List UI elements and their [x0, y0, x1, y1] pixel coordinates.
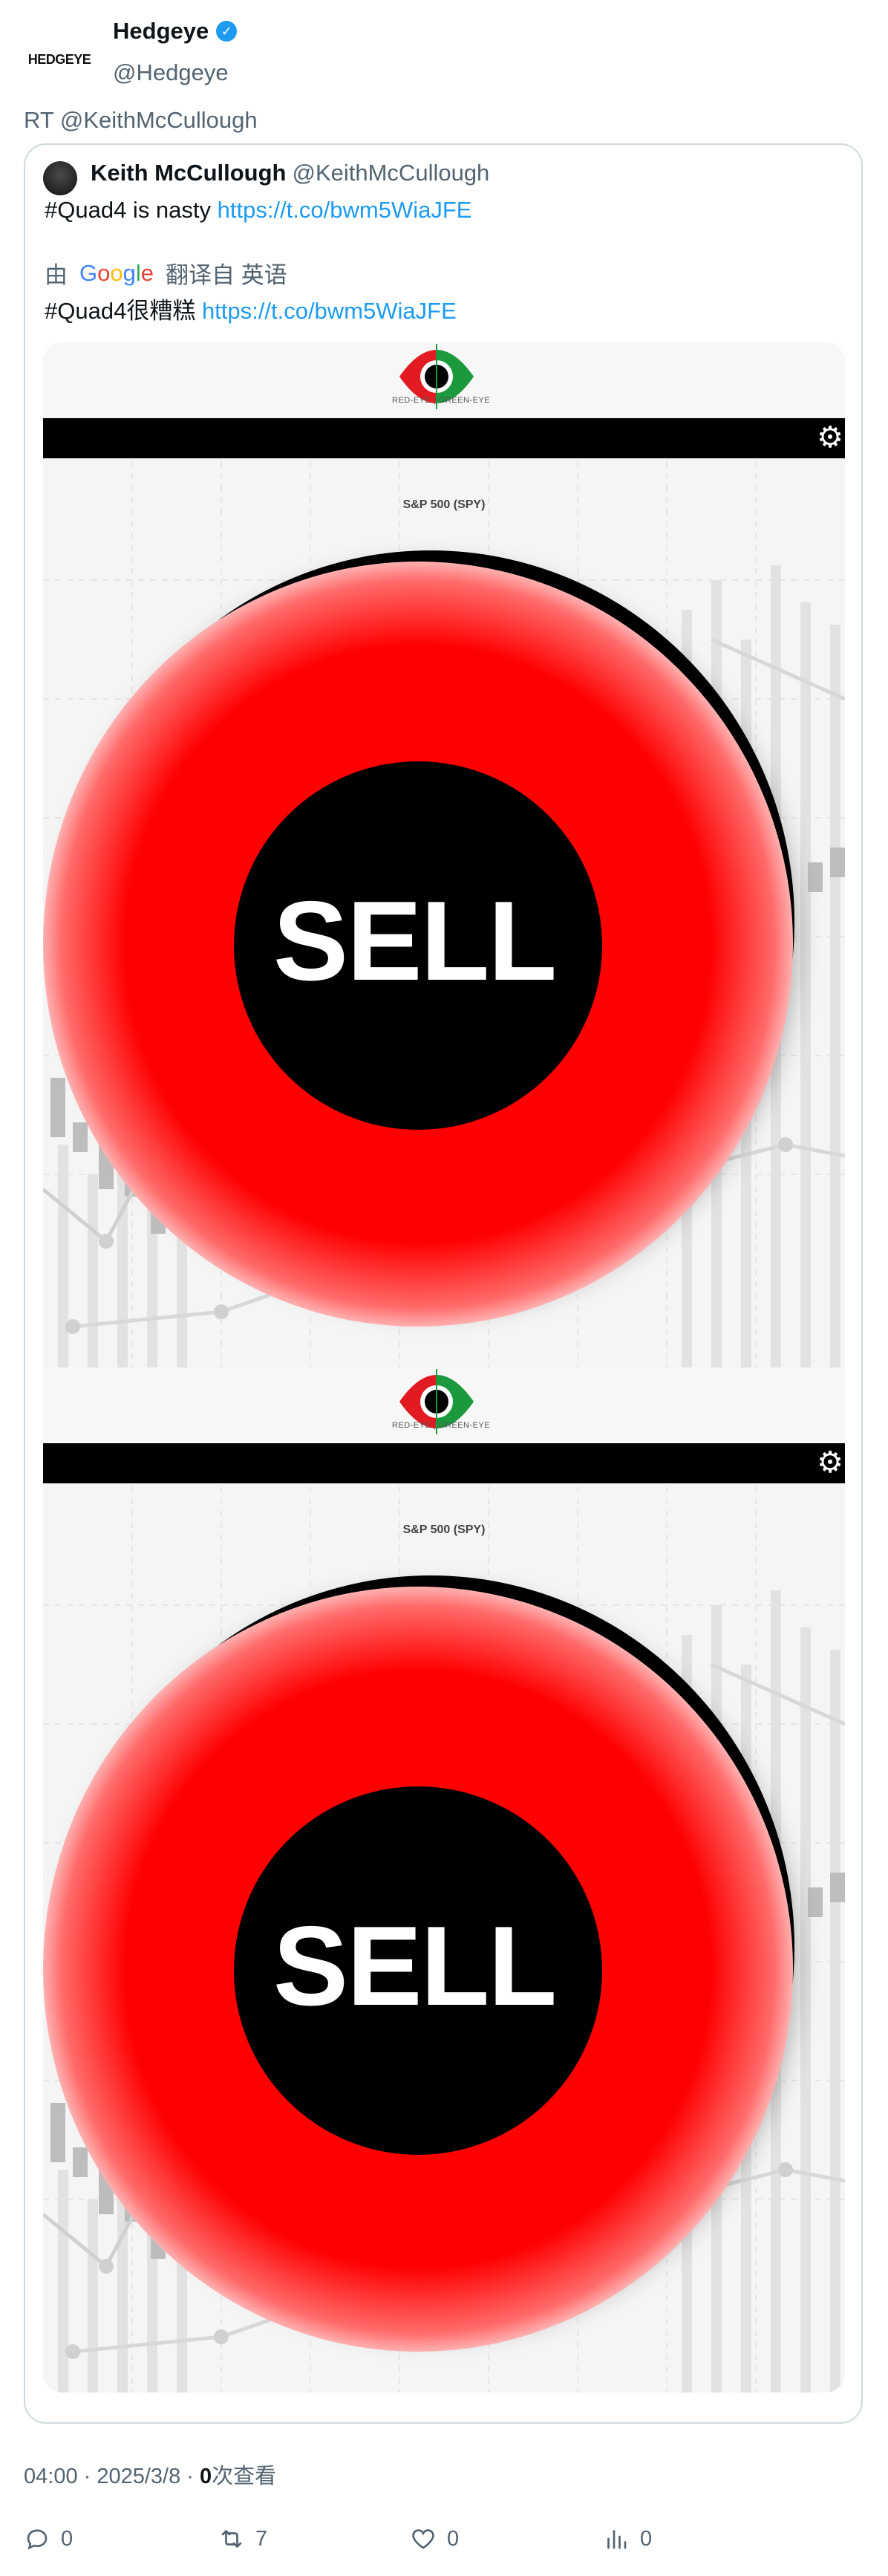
translated-link[interactable]: https://t.co/bwm5WiaJFE: [201, 298, 457, 324]
views-label: 次查看: [212, 2465, 277, 2488]
quoted-avatar[interactable]: [43, 161, 77, 195]
media-image[interactable]: RED-EYE | GREEN-EYE ⚙ S&P 500 (SPY): [43, 342, 845, 2393]
heart-icon: [412, 2529, 434, 2549]
translate-suffix[interactable]: 翻译自 英语: [166, 262, 287, 288]
chart-title: S&P 500 (SPY): [402, 1523, 486, 1536]
media-panel-2: RED-EYE | GREEN-EYE ⚙ S&P 500 (SPY): [43, 1367, 845, 2393]
reply-button[interactable]: 0: [24, 2525, 73, 2552]
tweet-header: HEDGEYE Hedgeye ✓ @Hedgeye: [24, 16, 863, 95]
author-name[interactable]: Hedgeye: [113, 18, 209, 44]
reply-icon: [27, 2529, 48, 2550]
reply-count: 0: [61, 2526, 74, 2551]
red-eye-green-eye-logo-area: RED-EYE | GREEN-EYE: [43, 342, 845, 417]
gear-icon[interactable]: ⚙: [817, 1446, 843, 1479]
tweet-timestamp[interactable]: 04:00 · 2025/3/8 · 0次查看: [24, 2459, 276, 2490]
media-panel-1: RED-EYE | GREEN-EYE ⚙ S&P 500 (SPY): [43, 342, 845, 1367]
action-bar: 0 7 0 0: [24, 2525, 863, 2563]
quoted-author-name[interactable]: Keith McCullough: [91, 160, 287, 186]
eye-logo-icon: [399, 1369, 474, 1434]
sell-button-graphic: [43, 1575, 794, 2352]
views-action-count: 0: [640, 2526, 653, 2551]
sell-button-label: SELL: [272, 878, 557, 1004]
quoted-tweet[interactable]: Keith McCullough @KeithMcCullough #Quad4…: [24, 143, 863, 2424]
quoted-link[interactable]: https://t.co/bwm5WiaJFE: [217, 197, 472, 223]
author-name-row: Hedgeye ✓: [113, 18, 238, 45]
avatar[interactable]: HEDGEYE: [24, 24, 95, 95]
chart-toolbar: ⚙: [43, 418, 845, 458]
google-logo: Google: [79, 259, 154, 286]
eye-logo-caption: RED-EYE | GREEN-EYE: [392, 396, 491, 405]
chart-toolbar: ⚙: [43, 1443, 845, 1483]
translated-text: #Quad4很糟糕 https://t.co/bwm5WiaJFE: [45, 292, 457, 325]
verified-badge-icon: ✓: [216, 21, 238, 42]
translate-prefix: 由: [45, 262, 68, 288]
timestamp-text: 04:00 · 2025/3/8 ·: [24, 2465, 200, 2488]
quoted-text: #Quad4 is nasty https://t.co/bwm5WiaJFE: [45, 197, 471, 224]
retweet-count: 7: [255, 2526, 268, 2551]
quoted-text-body: #Quad4 is nasty: [45, 197, 218, 223]
like-button[interactable]: 0: [410, 2525, 459, 2552]
eye-logo-caption: RED-EYE | GREEN-EYE: [392, 1421, 491, 1430]
retweet-icon: [221, 2530, 242, 2548]
retweet-button[interactable]: 7: [218, 2525, 267, 2552]
chart-title: S&P 500 (SPY): [402, 498, 486, 511]
author-handle[interactable]: @Hedgeye: [113, 59, 229, 85]
quoted-author-row: Keith McCullough @KeithMcCullough: [91, 160, 489, 186]
eye-logo-icon: [399, 344, 474, 409]
translated-text-body: #Quad4很糟糕: [45, 298, 202, 324]
views-button[interactable]: 0: [603, 2525, 652, 2552]
analytics-icon: [607, 2530, 627, 2549]
views-count: 0: [200, 2465, 212, 2488]
sell-button-label: SELL: [272, 1903, 557, 2029]
quoted-author-handle[interactable]: @KeithMcCullough: [292, 160, 490, 186]
red-eye-green-eye-logo-area: RED-EYE | GREEN-EYE: [43, 1367, 845, 1442]
translation-attribution: 由 Google 翻译自 英语: [45, 256, 287, 290]
like-count: 0: [447, 2526, 460, 2551]
tweet-text: RT @KeithMcCullough: [24, 107, 258, 133]
sell-button-graphic: [43, 550, 794, 1327]
gear-icon[interactable]: ⚙: [817, 421, 843, 454]
avatar-logo-text: HEDGEYE: [27, 51, 91, 67]
